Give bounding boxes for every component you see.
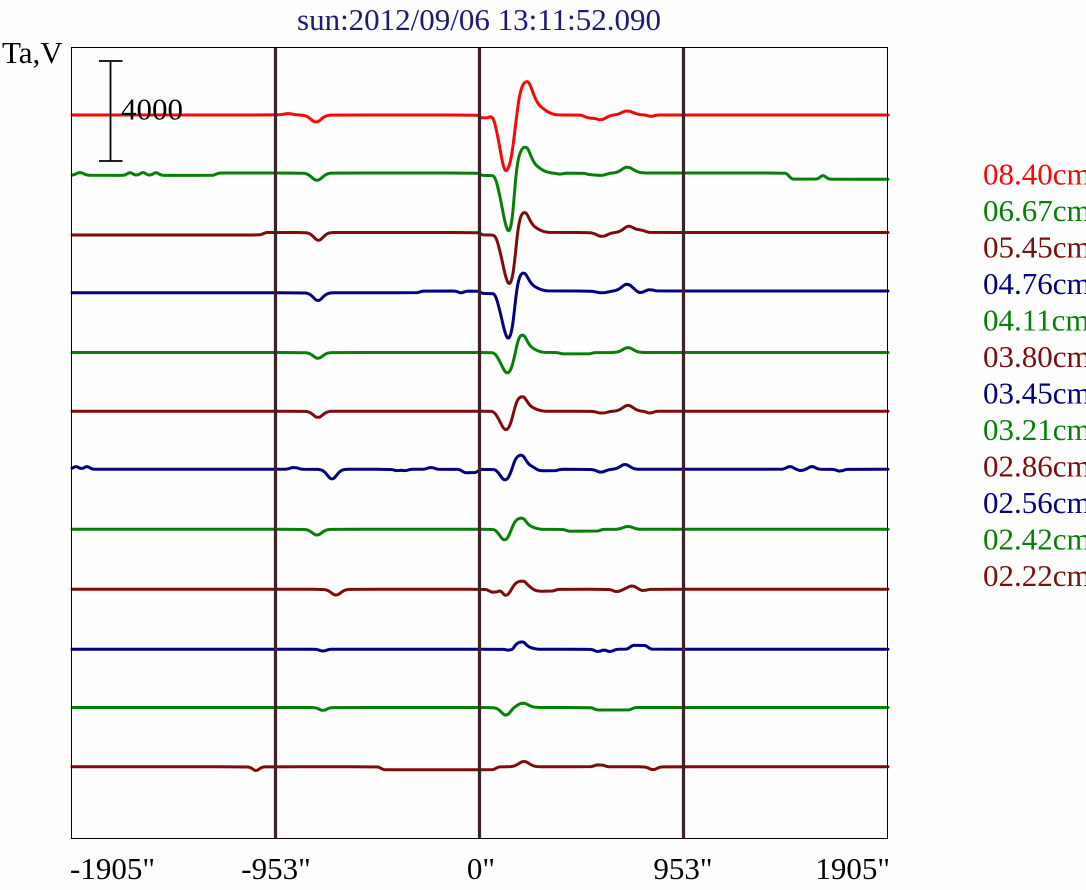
svg-text:Ta,V: Ta,V (2, 35, 63, 70)
svg-text:sun:2012/09/06 13:11:52.090: sun:2012/09/06 13:11:52.090 (297, 2, 661, 37)
svg-text:04.11cm: 04.11cm (983, 303, 1086, 338)
svg-text:0": 0" (467, 851, 495, 885)
svg-text:02.56cm: 02.56cm (983, 485, 1086, 520)
svg-text:1905": 1905" (815, 851, 890, 885)
svg-text:05.45cm: 05.45cm (983, 230, 1086, 265)
svg-text:08.40cm: 08.40cm (983, 157, 1086, 192)
svg-text:03.21cm: 03.21cm (983, 412, 1086, 447)
svg-text:02.86cm: 02.86cm (983, 449, 1086, 484)
svg-text:953": 953" (653, 851, 712, 885)
svg-text:03.45cm: 03.45cm (983, 376, 1086, 411)
svg-text:04.76cm: 04.76cm (983, 266, 1086, 301)
svg-text:06.67cm: 06.67cm (983, 193, 1086, 228)
svg-text:02.22cm: 02.22cm (983, 558, 1086, 593)
svg-text:-953": -953" (241, 851, 310, 885)
svg-text:4000: 4000 (121, 92, 183, 127)
svg-text:03.80cm: 03.80cm (983, 339, 1086, 374)
svg-text:-1905": -1905" (70, 851, 155, 885)
svg-text:02.42cm: 02.42cm (983, 522, 1086, 557)
